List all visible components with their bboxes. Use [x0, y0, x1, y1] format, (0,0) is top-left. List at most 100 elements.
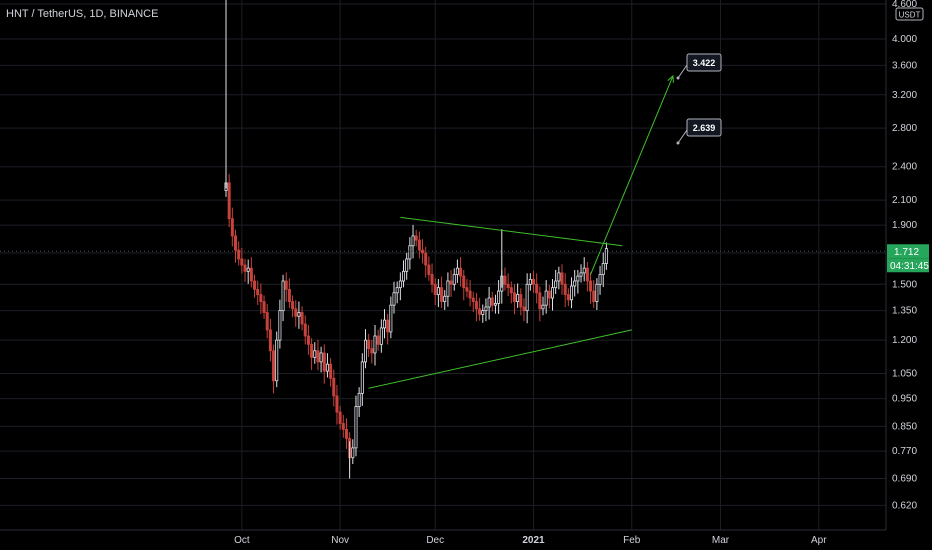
x-tick-label: Feb	[623, 535, 641, 546]
candle	[319, 346, 323, 373]
candle	[465, 279, 469, 298]
candle-body	[291, 301, 295, 310]
candle	[291, 295, 295, 318]
candle	[344, 418, 348, 449]
candle-body	[465, 287, 469, 292]
candle	[421, 239, 425, 264]
countdown-tag	[887, 258, 929, 273]
y-tick-label: 1.050	[892, 369, 917, 380]
candle-body	[306, 335, 310, 345]
candlestick-series[interactable]	[224, 0, 608, 479]
candle	[478, 297, 482, 321]
candle-body	[414, 235, 418, 241]
candle-body	[506, 283, 510, 289]
price-labels: 1.712 04:31:45 USDT	[0, 7, 929, 273]
candle-body	[389, 304, 393, 333]
candle	[589, 272, 593, 304]
callout-box	[686, 53, 722, 72]
candle	[227, 174, 231, 228]
candle-body	[421, 249, 425, 254]
target-label: 2.639	[693, 123, 716, 133]
candle	[395, 281, 399, 304]
candle	[563, 273, 567, 308]
candle-body	[585, 267, 589, 282]
candle	[405, 252, 409, 280]
candle	[402, 260, 406, 288]
y-tick-label: 2.100	[892, 195, 917, 206]
candle-body	[253, 280, 257, 290]
candle-body	[335, 395, 339, 413]
candle-body	[259, 294, 263, 302]
y-tick-label: 0.850	[892, 421, 917, 432]
candle	[481, 304, 485, 323]
candle	[506, 273, 510, 297]
candle	[351, 439, 355, 465]
candle	[579, 264, 583, 283]
symbol-title[interactable]: HNT / TetherUS, 1D, BINANCE	[6, 8, 159, 20]
candle-body	[357, 392, 361, 407]
candle-body	[316, 350, 320, 363]
candle-body	[300, 312, 304, 325]
candle	[313, 342, 317, 364]
candle	[360, 353, 364, 406]
candle	[230, 207, 234, 247]
candle-body	[272, 350, 276, 382]
time-axis[interactable]: Oct Nov Dec 2021 Feb Mar Apr	[234, 535, 827, 546]
candle-body	[522, 306, 526, 312]
candle-body	[329, 363, 333, 379]
candle-body	[544, 290, 548, 306]
candle-body	[468, 290, 472, 299]
candle	[538, 286, 542, 322]
candle	[519, 288, 523, 316]
candle-body	[392, 292, 396, 306]
candle-body	[325, 363, 329, 372]
candle-body	[240, 258, 244, 266]
candle	[249, 257, 253, 288]
candle	[490, 291, 494, 312]
candle-body	[516, 294, 520, 302]
candle	[338, 405, 342, 430]
candle-body	[589, 280, 593, 292]
candle-body	[287, 288, 291, 302]
candle-body	[554, 280, 558, 289]
candle-body	[582, 267, 586, 274]
candle-body	[322, 352, 326, 372]
breakout-arrow-line	[590, 75, 674, 275]
candle-body	[579, 272, 583, 277]
candle-body	[376, 335, 380, 345]
drawings[interactable]: 3.422 2.639	[368, 53, 722, 389]
last-price-tag	[887, 244, 929, 259]
candle	[370, 340, 374, 364]
candle-body	[509, 287, 513, 294]
candle	[493, 294, 497, 314]
candle	[253, 274, 257, 298]
candle	[357, 387, 361, 418]
price-axis[interactable]: 4.600 4.000 3.600 3.200 2.800 2.400 2.100 1.900…	[892, 0, 917, 511]
y-tick-label: 4.000	[892, 34, 917, 45]
candle	[541, 296, 545, 316]
candle	[316, 339, 320, 371]
candle	[554, 269, 558, 295]
last-price-value: 1.712	[894, 247, 919, 258]
candle	[468, 280, 472, 307]
candle-body	[570, 285, 574, 301]
callout-box	[686, 118, 722, 137]
candle-body	[433, 283, 437, 295]
bar-countdown: 04:31:45	[890, 261, 929, 272]
y-tick-label: 0.620	[892, 500, 917, 511]
candle-body	[370, 348, 374, 354]
candle-body	[497, 290, 501, 304]
currency-label: USDT	[899, 11, 921, 20]
target-label: 3.422	[693, 58, 716, 68]
grid	[0, 0, 886, 530]
y-tick-label: 1.900	[892, 220, 917, 231]
candle	[332, 369, 336, 407]
candle	[566, 288, 570, 307]
candle-body	[446, 280, 450, 297]
candle	[509, 281, 513, 304]
candle-body	[440, 287, 444, 302]
candle	[417, 231, 421, 259]
candle	[303, 315, 307, 345]
candle-body	[455, 267, 459, 275]
